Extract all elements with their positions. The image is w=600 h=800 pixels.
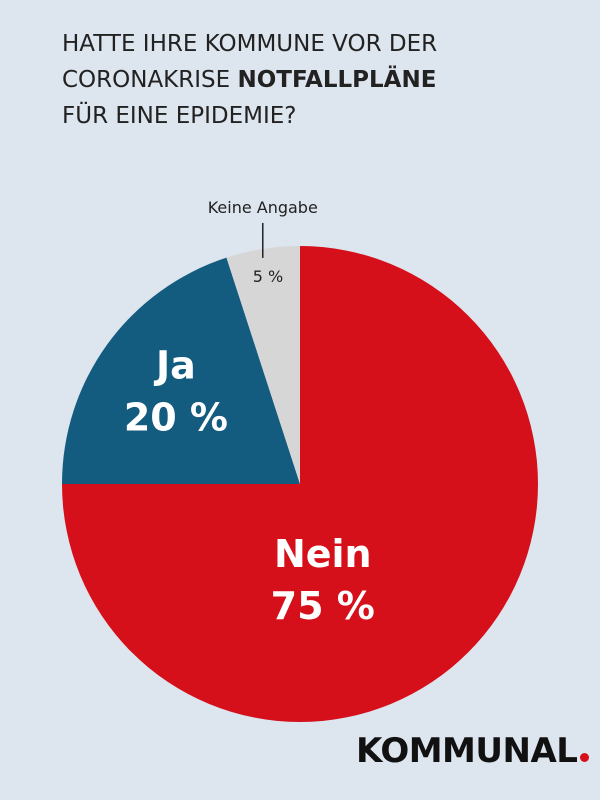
logo-dot-icon — [580, 753, 590, 762]
title-line-2-bold: NOTFALLPLÄNE — [237, 67, 437, 93]
slice-value-keine-angabe: 5 % — [253, 267, 283, 286]
slice-value-nein: 75 % — [271, 584, 375, 628]
logo-text: KOMMUNAL — [356, 731, 578, 771]
title-line-3: FÜR EINE EPIDEMIE? — [62, 103, 297, 129]
pie-slice-ja — [62, 257, 300, 484]
slice-label-ja: Ja — [153, 344, 196, 388]
title-line-1: HATTE IHRE KOMMUNE VOR DER — [62, 31, 438, 57]
kommunal-logo: KOMMUNAL — [356, 731, 590, 771]
slice-label-keine-angabe: Keine Angabe — [208, 198, 318, 217]
slice-label-nein: Nein — [274, 532, 372, 576]
pie-slices — [62, 246, 538, 722]
pie-labels: Nein 75 % Ja 20 % 5 % Keine Angabe — [124, 198, 375, 628]
chart-title: HATTE IHRE KOMMUNE VOR DER CORONAKRISE NO… — [62, 26, 582, 134]
title-line-2-prefix: CORONAKRISE — [62, 67, 238, 93]
slice-value-ja: 20 % — [124, 396, 228, 440]
pie-slice-keine-angabe — [226, 246, 300, 484]
